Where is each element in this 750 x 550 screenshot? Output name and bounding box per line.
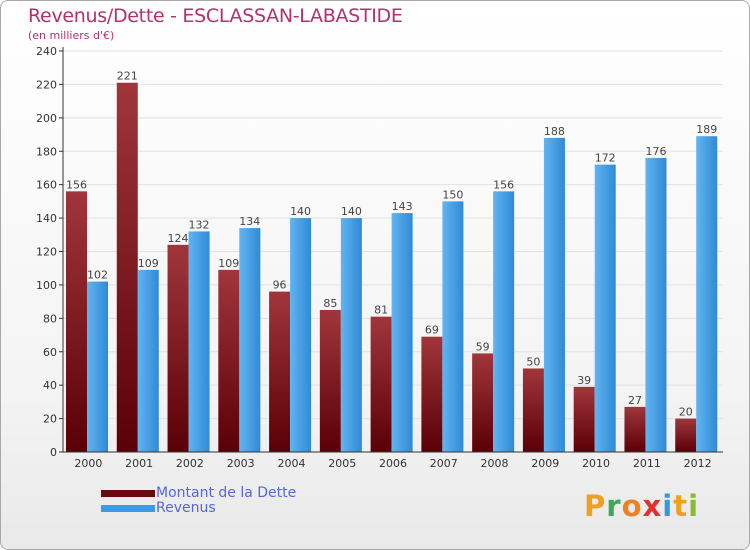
y-tick-label: 100 — [36, 279, 57, 292]
bar-dette — [319, 309, 341, 452]
bar-dette — [675, 418, 697, 452]
legend-label-dette: Montant de la Dette — [156, 485, 297, 501]
bar-dette — [269, 291, 291, 452]
data-label-revenus: 132 — [189, 218, 210, 231]
y-tick-label: 60 — [43, 346, 57, 359]
legend-swatch-revenus — [101, 505, 155, 512]
bar-revenus — [391, 213, 413, 452]
legend-label-revenus: Revenus — [156, 500, 216, 516]
x-tick-label: 2010 — [582, 457, 610, 470]
chart-subtitle: (en milliers d'€) — [28, 29, 115, 42]
chart-title: Revenus/Dette - ESCLASSAN-LABASTIDE — [28, 5, 403, 27]
data-label-dette: 27 — [628, 394, 642, 407]
logo-letter: P — [584, 489, 607, 523]
bar-dette — [522, 368, 544, 452]
x-tick-label: 2001 — [125, 457, 153, 470]
bar-revenus — [543, 137, 565, 452]
x-tick-label: 2005 — [328, 457, 356, 470]
data-label-dette: 85 — [323, 297, 337, 310]
bar-revenus — [188, 231, 210, 452]
y-tick-label: 0 — [50, 446, 57, 459]
bar-revenus — [340, 218, 362, 452]
data-label-dette: 96 — [273, 279, 287, 292]
bar-revenus — [696, 136, 718, 452]
bar-revenus — [239, 228, 261, 452]
logo-letter: r — [606, 489, 622, 523]
data-label-dette: 50 — [526, 355, 540, 368]
data-label-revenus: 143 — [392, 200, 413, 213]
bar-dette — [421, 336, 443, 452]
data-label-dette: 109 — [218, 257, 239, 270]
data-label-revenus: 189 — [696, 123, 717, 136]
data-label-revenus: 172 — [595, 152, 616, 165]
data-label-dette: 156 — [66, 178, 87, 191]
data-label-revenus: 188 — [544, 125, 565, 138]
bar-dette — [624, 406, 646, 452]
bar-revenus — [137, 269, 159, 452]
logo-letter: i — [662, 489, 674, 523]
data-label-dette: 221 — [117, 70, 138, 83]
y-tick-label: 180 — [36, 145, 57, 158]
x-tick-label: 2006 — [379, 457, 407, 470]
bar-dette — [573, 386, 595, 452]
data-label-dette: 81 — [374, 304, 388, 317]
labels: 0204060801001201401601802002202401561022… — [36, 45, 717, 470]
axes — [59, 47, 723, 453]
y-tick-label: 240 — [36, 45, 57, 58]
data-label-revenus: 109 — [138, 257, 159, 270]
bar-dette — [116, 82, 138, 452]
bar-dette — [370, 316, 392, 452]
bars — [66, 82, 718, 452]
logo-letter: x — [642, 489, 663, 523]
data-label-revenus: 140 — [290, 205, 311, 218]
logo-letter: t — [673, 489, 689, 523]
y-tick-label: 140 — [36, 212, 57, 225]
data-label-revenus: 150 — [442, 188, 463, 201]
data-label-revenus: 140 — [341, 205, 362, 218]
y-tick-label: 40 — [43, 379, 57, 392]
data-label-revenus: 176 — [645, 145, 666, 158]
x-tick-label: 2009 — [531, 457, 559, 470]
bar-dette — [218, 269, 240, 452]
x-tick-label: 2002 — [176, 457, 204, 470]
x-tick-label: 2003 — [227, 457, 255, 470]
bar-dette — [66, 191, 87, 452]
bar-revenus — [290, 218, 312, 452]
y-tick-label: 200 — [36, 112, 57, 125]
bar-revenus — [442, 201, 464, 452]
legend-swatch-dette — [101, 490, 155, 497]
bar-dette — [167, 244, 189, 452]
y-tick-label: 20 — [43, 413, 57, 426]
y-tick-label: 220 — [36, 78, 57, 91]
bar-revenus — [645, 157, 667, 452]
x-tick-label: 2000 — [74, 457, 102, 470]
data-label-dette: 124 — [168, 232, 189, 245]
bar-revenus — [594, 164, 616, 452]
x-tick-label: 2007 — [430, 457, 458, 470]
y-tick-label: 120 — [36, 246, 57, 259]
data-label-dette: 59 — [476, 340, 490, 353]
data-label-dette: 39 — [577, 374, 591, 387]
x-tick-label: 2012 — [684, 457, 712, 470]
logo-letter: o — [621, 489, 643, 523]
y-tick-label: 80 — [43, 312, 57, 325]
data-label-revenus: 156 — [493, 178, 514, 191]
data-label-dette: 69 — [425, 324, 439, 337]
x-tick-label: 2008 — [481, 457, 509, 470]
x-tick-label: 2004 — [277, 457, 305, 470]
proxiti-logo: Proxiti — [584, 489, 699, 523]
data-label-dette: 20 — [679, 406, 693, 419]
data-label-revenus: 134 — [239, 215, 260, 228]
data-label-revenus: 102 — [87, 269, 108, 282]
bar-revenus — [87, 281, 108, 452]
x-tick-label: 2011 — [633, 457, 661, 470]
logo-letter: i — [688, 489, 700, 523]
bar-revenus — [493, 191, 515, 452]
y-tick-label: 160 — [36, 179, 57, 192]
bar-dette — [472, 353, 494, 452]
